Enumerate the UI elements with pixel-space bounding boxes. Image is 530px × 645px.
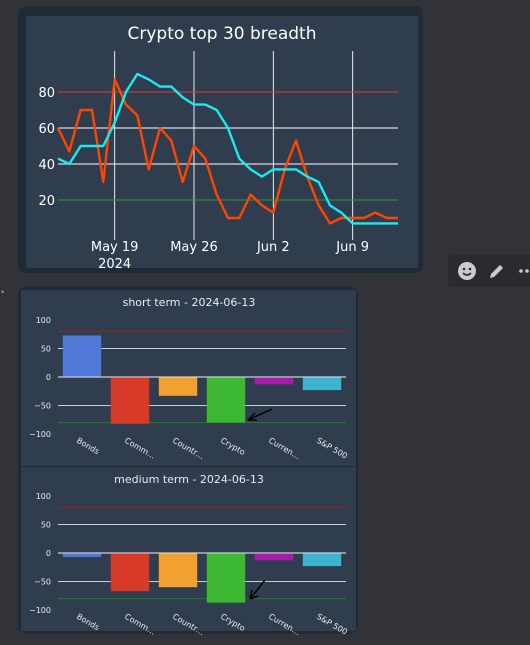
x-tick-label: Jun 9 [335,240,369,255]
x-tick-year: 2024 [98,257,131,272]
message-toolbar [448,255,530,287]
bar-4 [206,377,246,423]
term-charts: short term - 2024-06-13 medium term - 20… [29,296,349,637]
short-term-title: short term - 2024-06-13 [123,296,256,309]
bar-3 [158,553,198,588]
category-label: Bonds [75,612,101,632]
category-label: Countr… [171,436,206,461]
y-tick-label: −100 [29,430,51,439]
category-label: Crypto [219,612,247,633]
category-label: Curren… [267,612,302,637]
y-tick-label: 60 [38,122,55,137]
pencil-icon [490,265,503,278]
add-reaction-button[interactable] [454,258,480,284]
bar-4 [206,553,246,603]
y-tick-label: 50 [41,521,51,530]
bar-2 [110,553,150,592]
y-tick-label: 80 [38,86,55,101]
breadth-chart-card: Crypto top 30 breadth 20 40 60 80 May 19 May… [18,6,423,273]
category-label: Curren… [267,436,302,461]
term-charts-card: short term - 2024-06-13 medium term - 20… [18,286,358,637]
x-tick-label: Jun 2 [256,240,290,255]
y-tick-label: −50 [34,402,51,411]
medium-term-title: medium term - 2024-06-13 [114,473,264,486]
breadth-chart: Crypto top 30 breadth 20 40 60 80 May 19 May… [38,24,398,272]
series-a-line [56,78,398,225]
bar-3 [158,377,198,396]
smiley-icon [458,262,476,280]
medium-term-arrow [249,579,266,600]
series-b-line [57,72,398,225]
medium-term-arrowhead [249,589,259,600]
y-tick-label: 100 [36,316,51,325]
x-tick-label: May 19 [91,240,139,255]
short-term-arrow [247,408,273,421]
edit-button[interactable] [484,258,510,284]
category-label: Comm… [123,612,157,637]
y-tick-label: 100 [36,492,51,501]
more-button[interactable] [514,258,530,284]
bar-1 [62,553,102,557]
y-tick-label: 50 [41,345,51,354]
y-tick-label: 0 [46,373,51,382]
bar-5 [254,377,294,385]
edge-marker: • [0,288,6,298]
x-tick-label: May 26 [170,240,218,255]
y-tick-label: −50 [34,578,51,587]
category-label: S&P 500 [315,436,349,461]
more-icon [519,269,529,273]
y-tick-label: 20 [38,194,55,209]
y-tick-label: 40 [38,158,55,173]
y-tick-label: 0 [46,549,51,558]
y-tick-label: −100 [29,606,51,615]
category-label: Countr… [171,612,206,637]
medium-term-plot-area [21,467,356,631]
category-label: Crypto [219,436,247,457]
bar-5 [254,553,294,561]
bar-2 [110,377,150,424]
bar-6 [302,553,342,567]
bar-1 [62,335,102,377]
chart-title: Crypto top 30 breadth [128,24,317,44]
short-term-arrowhead [247,412,257,421]
category-label: Bonds [75,436,101,456]
bar-6 [302,377,342,391]
category-label: S&P 500 [315,612,349,637]
category-label: Comm… [123,436,157,461]
